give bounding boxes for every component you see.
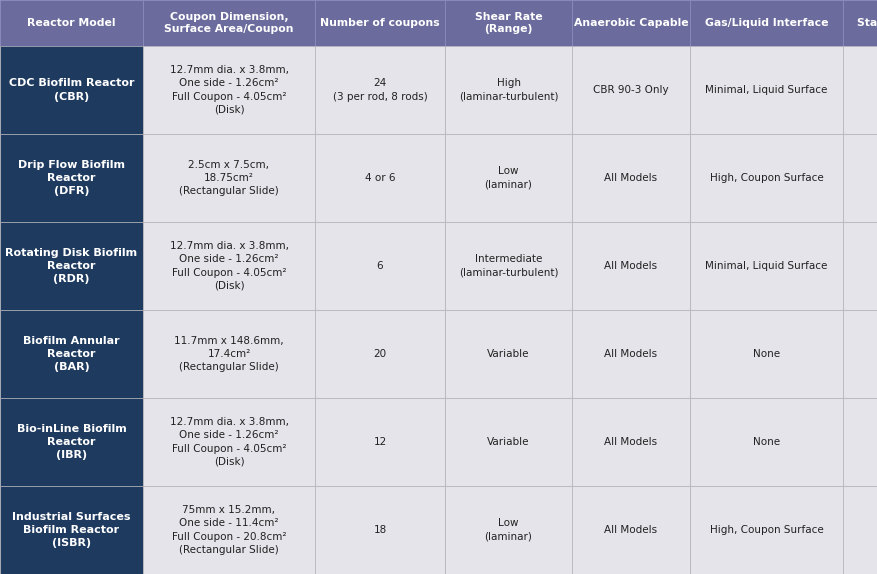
Text: Low
(laminar): Low (laminar) bbox=[485, 518, 532, 542]
Text: Number of coupons: Number of coupons bbox=[320, 18, 439, 28]
Text: 2.5cm x 7.5cm,
18.75cm²
(Rectangular Slide): 2.5cm x 7.5cm, 18.75cm² (Rectangular Sli… bbox=[179, 160, 279, 196]
Bar bbox=[315, 398, 445, 486]
Bar bbox=[315, 222, 445, 310]
Bar bbox=[143, 486, 315, 574]
Bar bbox=[572, 46, 690, 134]
Bar bbox=[572, 222, 690, 310]
Text: All Models: All Models bbox=[604, 437, 658, 447]
Bar bbox=[445, 486, 572, 574]
Text: High, Coupon Surface: High, Coupon Surface bbox=[709, 173, 824, 183]
Text: High
(laminar-turbulent): High (laminar-turbulent) bbox=[459, 79, 559, 102]
Text: Anaerobic Capable: Anaerobic Capable bbox=[574, 18, 688, 28]
Text: None: None bbox=[753, 437, 780, 447]
Bar bbox=[445, 310, 572, 398]
Bar bbox=[0, 134, 143, 222]
Bar bbox=[143, 398, 315, 486]
Text: All Models: All Models bbox=[604, 261, 658, 271]
Text: 24
(3 per rod, 8 rods): 24 (3 per rod, 8 rods) bbox=[332, 79, 427, 102]
Text: 12: 12 bbox=[374, 437, 387, 447]
Bar bbox=[572, 398, 690, 486]
Bar bbox=[572, 134, 690, 222]
Bar bbox=[843, 222, 877, 310]
Bar bbox=[143, 310, 315, 398]
Bar bbox=[690, 222, 843, 310]
Bar bbox=[572, 0, 690, 46]
Bar bbox=[0, 0, 143, 46]
Bar bbox=[143, 0, 315, 46]
Bar bbox=[843, 398, 877, 486]
Text: 75mm x 15.2mm,
One side - 11.4cm²
Full Coupon - 20.8cm²
(Rectangular Slide): 75mm x 15.2mm, One side - 11.4cm² Full C… bbox=[172, 505, 286, 555]
Text: Bio-inLine Biofilm
Reactor
(IBR): Bio-inLine Biofilm Reactor (IBR) bbox=[17, 424, 126, 460]
Bar bbox=[445, 0, 572, 46]
Bar bbox=[843, 134, 877, 222]
Text: Standard Methods: Standard Methods bbox=[857, 18, 877, 28]
Bar bbox=[0, 222, 143, 310]
Text: 12.7mm dia. x 3.8mm,
One side - 1.26cm²
Full Coupon - 4.05cm²
(Disk): 12.7mm dia. x 3.8mm, One side - 1.26cm² … bbox=[169, 417, 289, 467]
Bar bbox=[690, 0, 843, 46]
Bar bbox=[445, 46, 572, 134]
Text: All Models: All Models bbox=[604, 173, 658, 183]
Text: 11.7mm x 148.6mm,
17.4cm²
(Rectangular Slide): 11.7mm x 148.6mm, 17.4cm² (Rectangular S… bbox=[175, 336, 284, 372]
Bar bbox=[143, 134, 315, 222]
Bar bbox=[315, 134, 445, 222]
Text: Coupon Dimension,
Surface Area/Coupon: Coupon Dimension, Surface Area/Coupon bbox=[164, 12, 294, 34]
Bar bbox=[445, 134, 572, 222]
Text: Variable: Variable bbox=[488, 349, 530, 359]
Text: Variable: Variable bbox=[488, 437, 530, 447]
Text: Industrial Surfaces
Biofilm Reactor
(ISBR): Industrial Surfaces Biofilm Reactor (ISB… bbox=[12, 512, 131, 548]
Text: Minimal, Liquid Surface: Minimal, Liquid Surface bbox=[705, 85, 828, 95]
Bar bbox=[0, 398, 143, 486]
Bar bbox=[315, 486, 445, 574]
Text: Rotating Disk Biofilm
Reactor
(RDR): Rotating Disk Biofilm Reactor (RDR) bbox=[5, 248, 138, 284]
Text: High, Coupon Surface: High, Coupon Surface bbox=[709, 525, 824, 535]
Bar bbox=[690, 398, 843, 486]
Text: 18: 18 bbox=[374, 525, 387, 535]
Bar bbox=[843, 0, 877, 46]
Bar bbox=[572, 310, 690, 398]
Text: None: None bbox=[753, 349, 780, 359]
Text: Biofilm Annular
Reactor
(BAR): Biofilm Annular Reactor (BAR) bbox=[23, 336, 120, 372]
Bar bbox=[690, 46, 843, 134]
Bar bbox=[143, 46, 315, 134]
Bar bbox=[843, 486, 877, 574]
Bar bbox=[690, 310, 843, 398]
Bar bbox=[0, 486, 143, 574]
Bar bbox=[445, 222, 572, 310]
Text: 12.7mm dia. x 3.8mm,
One side - 1.26cm²
Full Coupon - 4.05cm²
(Disk): 12.7mm dia. x 3.8mm, One side - 1.26cm² … bbox=[169, 241, 289, 291]
Bar bbox=[445, 398, 572, 486]
Text: All Models: All Models bbox=[604, 525, 658, 535]
Bar bbox=[143, 222, 315, 310]
Bar bbox=[843, 46, 877, 134]
Text: Drip Flow Biofilm
Reactor
(DFR): Drip Flow Biofilm Reactor (DFR) bbox=[18, 160, 125, 196]
Text: CDC Biofilm Reactor
(CBR): CDC Biofilm Reactor (CBR) bbox=[9, 79, 134, 102]
Bar bbox=[315, 0, 445, 46]
Bar bbox=[0, 310, 143, 398]
Bar bbox=[315, 46, 445, 134]
Text: Low
(laminar): Low (laminar) bbox=[485, 166, 532, 189]
Bar bbox=[0, 46, 143, 134]
Text: 20: 20 bbox=[374, 349, 387, 359]
Text: Minimal, Liquid Surface: Minimal, Liquid Surface bbox=[705, 261, 828, 271]
Text: 6: 6 bbox=[377, 261, 383, 271]
Text: 12.7mm dia. x 3.8mm,
One side - 1.26cm²
Full Coupon - 4.05cm²
(Disk): 12.7mm dia. x 3.8mm, One side - 1.26cm² … bbox=[169, 65, 289, 115]
Text: Gas/Liquid Interface: Gas/Liquid Interface bbox=[705, 18, 828, 28]
Text: Intermediate
(laminar-turbulent): Intermediate (laminar-turbulent) bbox=[459, 254, 559, 278]
Text: Reactor Model: Reactor Model bbox=[27, 18, 116, 28]
Bar bbox=[315, 310, 445, 398]
Bar bbox=[690, 134, 843, 222]
Text: 4 or 6: 4 or 6 bbox=[365, 173, 396, 183]
Text: Shear Rate
(Range): Shear Rate (Range) bbox=[474, 12, 542, 34]
Text: CBR 90-3 Only: CBR 90-3 Only bbox=[593, 85, 669, 95]
Bar bbox=[843, 310, 877, 398]
Bar bbox=[572, 486, 690, 574]
Text: All Models: All Models bbox=[604, 349, 658, 359]
Bar bbox=[690, 486, 843, 574]
